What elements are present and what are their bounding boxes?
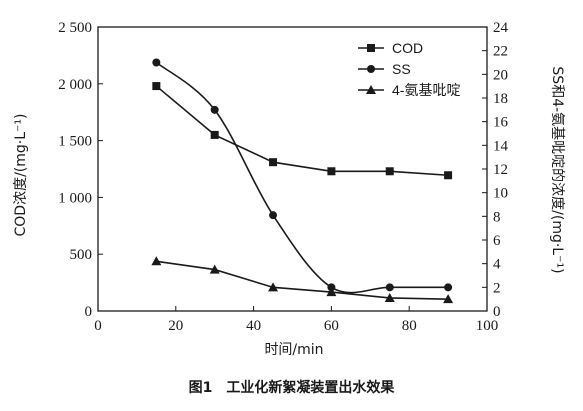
y-right-tick-label: 10 — [493, 186, 508, 202]
data-point — [209, 264, 220, 274]
series-1 — [152, 82, 453, 180]
data-point — [269, 211, 278, 220]
data-point — [327, 167, 336, 176]
series-line — [155, 85, 449, 177]
x-tick-label: 80 — [402, 318, 417, 334]
y-left-tick-label: 2 500 — [58, 20, 92, 36]
legend-marker — [366, 85, 376, 94]
y-left-tick-label: 2 000 — [58, 77, 92, 93]
x-axis-title: 时间/min — [264, 342, 323, 358]
y-right-tick-label: 12 — [493, 162, 508, 178]
data-point — [385, 167, 394, 176]
data-point — [210, 105, 219, 114]
data-point — [444, 283, 453, 292]
caption-number: 图1 — [188, 380, 213, 396]
data-point — [268, 282, 279, 292]
x-tick-label: 40 — [246, 318, 261, 334]
data-point — [385, 283, 394, 292]
y-right-tick-label: 6 — [493, 233, 501, 249]
data-point — [326, 287, 337, 297]
y-axis-right-title: SS和4-氨基吡啶的浓度/(mg·L⁻¹) — [549, 66, 566, 273]
legend: COD SS 4-氨基吡啶 — [358, 40, 460, 98]
y-right-tick-label: 24 — [493, 20, 509, 36]
y-left-tick-label: 1 500 — [58, 134, 92, 150]
legend-label: 4-氨基吡啶 — [392, 82, 460, 98]
y-right-tick-label: 2 — [493, 280, 501, 296]
x-tick-label: 100 — [476, 318, 499, 334]
y-right-tick-label: 14 — [493, 138, 509, 154]
figure-caption: 图1 工业化新絮凝装置出水效果 — [0, 377, 583, 397]
y-left-tick-label: 1 000 — [58, 190, 92, 206]
data-point — [384, 292, 395, 302]
y-left-tick-label: 500 — [70, 247, 93, 263]
axes — [97, 26, 488, 312]
series-3 — [151, 256, 454, 304]
legend-label: SS — [392, 61, 411, 77]
x-tick-label: 0 — [94, 318, 102, 334]
y-right-tick-label: 18 — [493, 91, 508, 107]
y-left-tick-label: 0 — [85, 304, 93, 320]
data-point — [443, 294, 454, 304]
plot-frame — [97, 26, 488, 312]
legend-marker — [367, 65, 375, 73]
y-right-tick-label: 20 — [493, 67, 508, 83]
data-point — [152, 82, 161, 91]
series-layer — [151, 58, 454, 304]
y-right-tick-label: 8 — [493, 209, 501, 225]
legend-marker — [367, 44, 375, 52]
data-point — [269, 158, 278, 167]
data-point — [152, 58, 161, 67]
y-right-tick-label: 0 — [493, 304, 501, 320]
y-right-tick-label: 22 — [493, 44, 508, 60]
x-tick-label: 20 — [168, 318, 183, 334]
legend-label: COD — [392, 40, 423, 56]
caption-text: 工业化新絮凝装置出水效果 — [226, 380, 395, 396]
series-line — [156, 260, 449, 300]
data-point — [210, 130, 219, 139]
data-point — [151, 256, 162, 266]
y-right-tick-label: 4 — [493, 257, 501, 273]
y-right-tick-label: 16 — [493, 115, 509, 131]
data-point — [444, 171, 453, 180]
y-axis-left-title: COD浓度/(mg·L⁻¹) — [13, 114, 29, 237]
x-tick-label: 60 — [324, 318, 339, 334]
